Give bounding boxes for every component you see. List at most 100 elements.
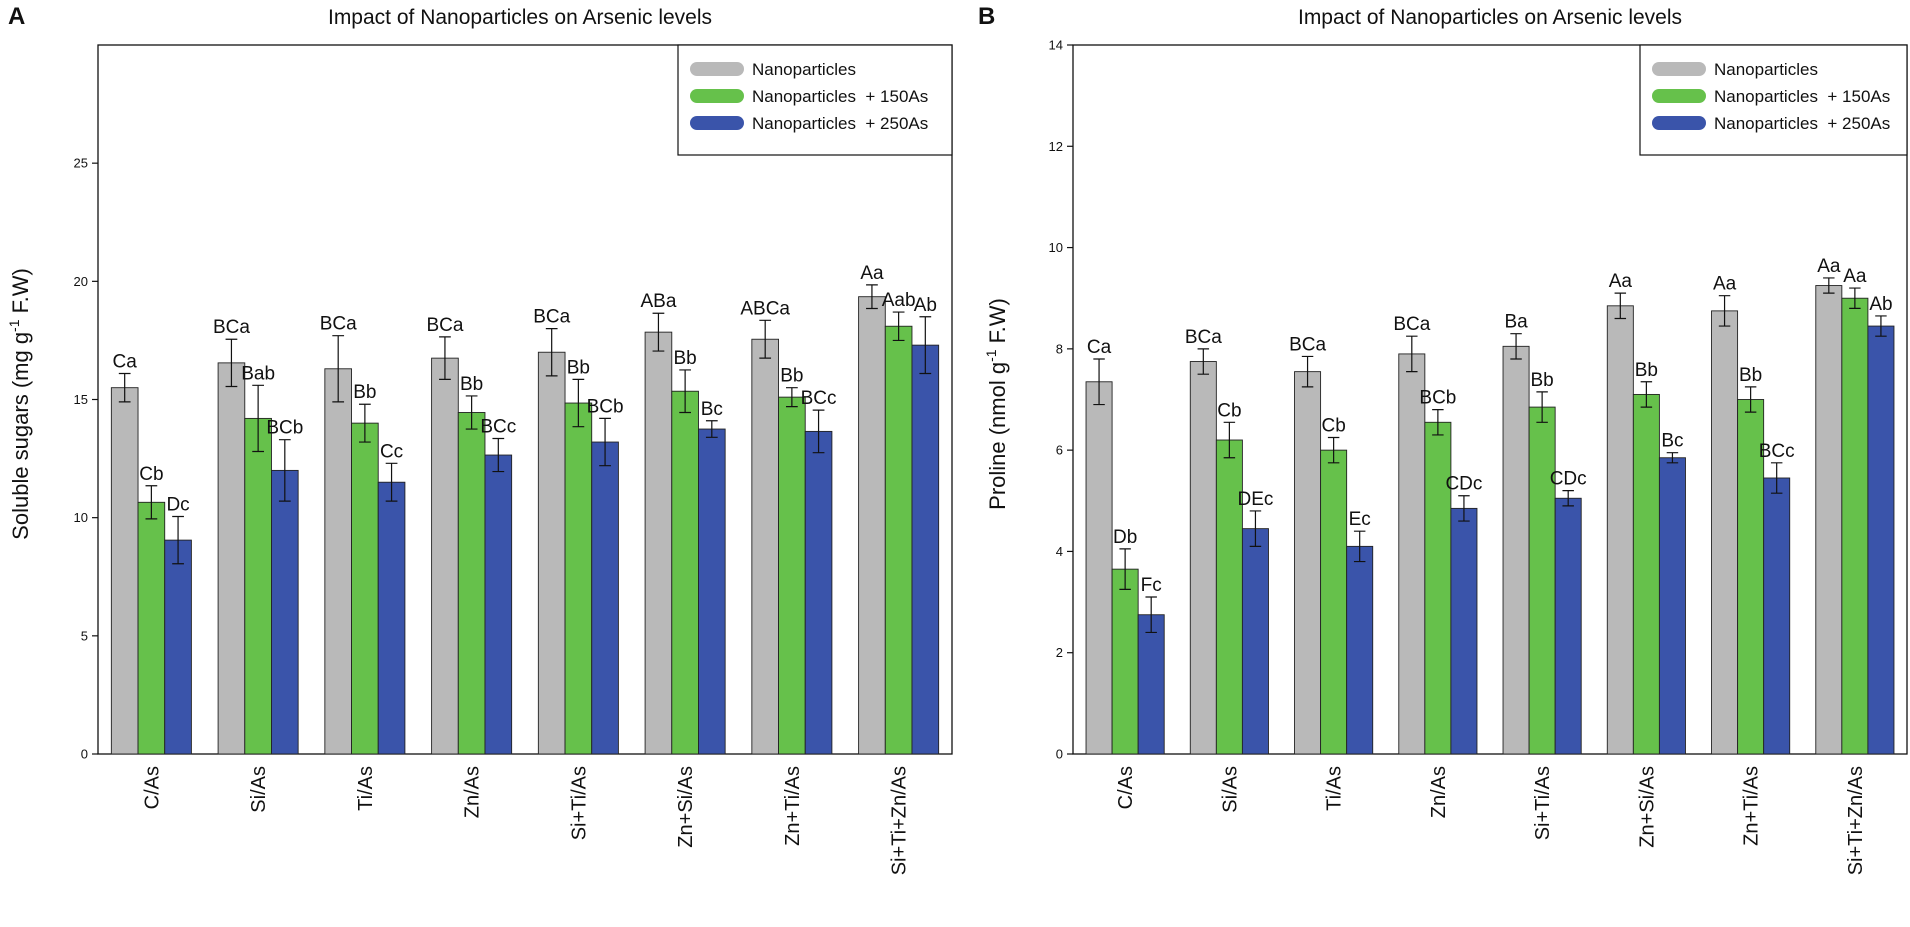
bar-b-3-8: [1867, 325, 1895, 755]
bar-b-3-4: [1450, 507, 1478, 755]
significance-label: BCc: [801, 388, 837, 409]
significance-label: Aa: [1843, 266, 1867, 287]
x-tick-label: Zn/As: [1428, 766, 1450, 818]
bar-b-2-6: [1632, 393, 1660, 755]
y-tick-label: 5: [81, 628, 88, 643]
bar-b-2-2: [1215, 439, 1243, 755]
error-bar: [1093, 358, 1105, 406]
y-axis-label-a-end: F.W): [8, 268, 33, 319]
legend-swatch: [690, 116, 744, 130]
significance-label: Cc: [380, 441, 403, 462]
y-axis-label-a: Soluble sugars (mg g-1 F.W): [6, 268, 33, 540]
error-bar: [359, 403, 371, 443]
error-bar: [492, 437, 505, 473]
bar-b-2-8: [1841, 297, 1869, 755]
error-bar: [1744, 386, 1757, 413]
legend-label: Nanoparticles + 250As: [1714, 114, 1890, 133]
significance-label: BCb: [1419, 388, 1456, 409]
y-tick-label: 25: [74, 156, 88, 171]
bar-b-3-5: [1554, 497, 1582, 755]
significance-label: BCa: [213, 317, 250, 338]
error-bar: [652, 312, 665, 352]
legend-swatch: [1652, 62, 1706, 76]
error-bar: [1353, 530, 1366, 563]
significance-label: BCa: [1289, 334, 1326, 355]
error-bar: [1849, 287, 1861, 309]
significance-label: Ec: [1349, 509, 1371, 530]
x-tick-label: Si+Ti+Zn/As: [889, 766, 911, 875]
error-bar: [545, 328, 558, 377]
bar-a-2-6: [671, 390, 699, 755]
significance-label: Bb: [674, 348, 697, 369]
legend-label: Nanoparticles: [752, 60, 856, 79]
error-bar: [1510, 333, 1522, 360]
significance-label: BCa: [426, 315, 463, 336]
bar-a-3-4: [484, 454, 513, 755]
panel-letter-b: B: [978, 3, 995, 30]
y-tick-label: 0: [81, 747, 88, 762]
error-bar: [278, 439, 291, 502]
error-bar: [145, 485, 158, 520]
x-tick-label: Zn+Si/As: [675, 766, 697, 848]
bar-a-1-1: [110, 387, 139, 755]
bar-a-1-7: [751, 338, 779, 755]
y-tick-label: 8: [1056, 341, 1063, 356]
significance-label: Bb: [1739, 365, 1762, 386]
error-bar: [1249, 510, 1262, 547]
y-tick-label: 10: [74, 510, 88, 525]
y-tick-label: 2: [1056, 645, 1063, 660]
significance-label: Bc: [1661, 431, 1683, 452]
bar-a-3-2: [271, 469, 299, 755]
error-bar: [439, 336, 451, 381]
significance-label: Bb: [567, 357, 590, 378]
error-bar: [759, 319, 772, 359]
error-bar: [1458, 495, 1470, 522]
y-axis-b: 0 2 4 6 8 10 12 14: [1049, 38, 1073, 762]
error-bar: [332, 335, 345, 403]
legend-label: Nanoparticles: [1714, 60, 1818, 79]
x-tick-label: Si+Ti+Zn/As: [1845, 766, 1867, 875]
error-bar: [705, 420, 718, 438]
significance-label: Bc: [701, 399, 723, 420]
error-bar: [1718, 295, 1731, 327]
bar-a-1-3: [324, 368, 352, 755]
bar-b-1-3: [1294, 371, 1322, 755]
significance-label: BCb: [266, 418, 303, 439]
bar-a-1-5: [537, 351, 566, 755]
significance-label: Aa: [1609, 271, 1633, 292]
significance-label: Ab: [1869, 294, 1892, 315]
significance-label: Aa: [1713, 274, 1737, 295]
significance-label: Cb: [1217, 400, 1241, 421]
significance-label: DEc: [1237, 489, 1273, 510]
significance-label: Cb: [1321, 415, 1345, 436]
error-bar: [1770, 462, 1783, 494]
legend-b: Nanoparticles Nanoparticles + 150As Nanopa…: [1639, 44, 1908, 156]
error-bar: [1562, 490, 1574, 507]
bar-b-3-2: [1241, 528, 1269, 755]
significance-label: ABa: [640, 291, 676, 312]
error-bar: [465, 395, 478, 430]
x-tick-label: Si/As: [1219, 766, 1241, 813]
significance-label: Aab: [882, 290, 916, 311]
error-bar: [385, 462, 398, 502]
significance-label: Dc: [166, 494, 189, 515]
bar-a-2-1: [137, 501, 166, 755]
chart-title-a: Impact of Nanoparticles on Arsenic level…: [328, 6, 712, 29]
bar-b-1-2: [1189, 361, 1217, 755]
bar-b-1-7: [1711, 310, 1739, 755]
error-bar: [1666, 452, 1679, 464]
bar-a-3-7: [804, 430, 833, 755]
y-axis-label-b-end: F.W): [985, 298, 1010, 349]
error-bar: [919, 316, 932, 375]
error-bar: [812, 409, 825, 454]
bar-a-3-6: [698, 428, 726, 755]
error-bar: [1119, 548, 1131, 591]
x-tick-label: Zn+Si/As: [1636, 766, 1658, 848]
significance-label: BCc: [1759, 441, 1795, 462]
bar-a-1-8: [858, 296, 886, 755]
significance-label: Aa: [860, 263, 884, 284]
chart-panel-a: A Impact of Nanoparticles on Arsenic lev…: [6, 3, 953, 875]
x-tick-label: Si/As: [248, 766, 270, 813]
significance-label: Bb: [780, 366, 803, 387]
bar-b-2-3: [1320, 449, 1348, 755]
